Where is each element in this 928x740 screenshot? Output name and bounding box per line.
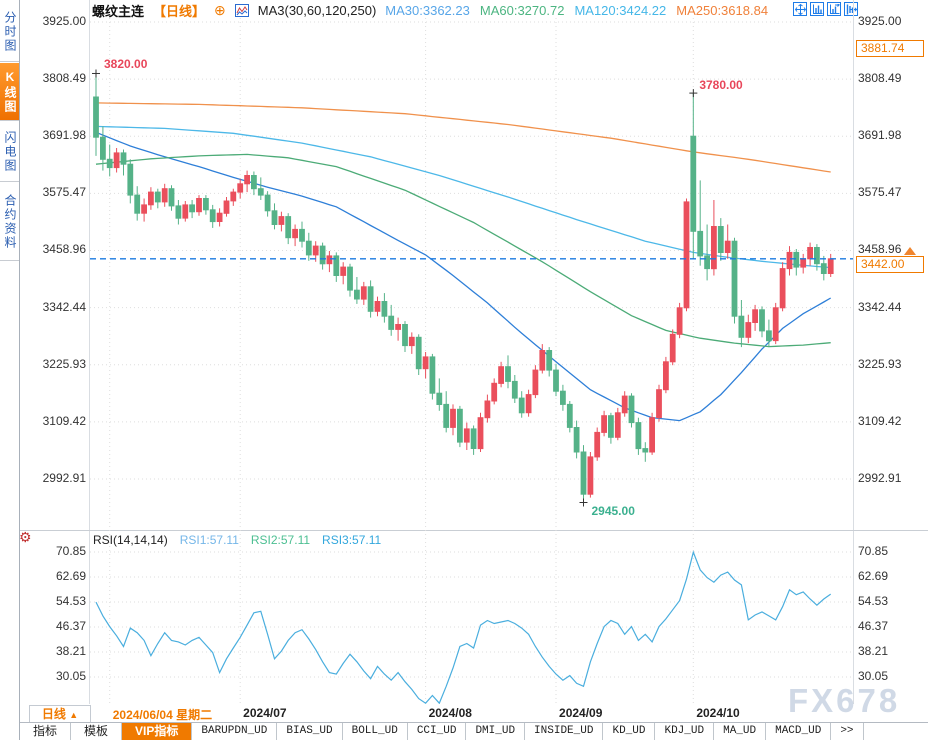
tab->>[interactable]: >> xyxy=(831,723,864,740)
dropdown-arrow-icon: ▲ xyxy=(69,710,79,720)
crosshair-move-icon[interactable] xyxy=(793,2,807,16)
x-axis-row: 日线 ▲ 2024/06/04 星期二 2024/07 2024/08 2024/09… xyxy=(20,704,928,723)
price-tick-right: 3925.00 xyxy=(858,14,902,28)
rsi-value-label: RSI2:57.11 xyxy=(250,533,311,547)
rsi-tick-right: 54.53 xyxy=(858,594,889,608)
rsi-header: RSI(14,14,14) RSI1:57.11 RSI2:57.11 RSI3:5… xyxy=(93,533,381,547)
price-tick-left: 3808.49 xyxy=(42,71,86,86)
price-tick-right: 3575.47 xyxy=(858,185,902,200)
timeframe-dropdown[interactable]: 日线 ▲ xyxy=(29,705,91,723)
period-label: 【日线】 xyxy=(153,3,206,19)
price-tick-left: 3225.93 xyxy=(42,356,86,371)
ma-value-label: MA60:3270.72 xyxy=(479,2,565,18)
price-tick-right: 3808.49 xyxy=(858,71,902,86)
price-tick-left: 3458.96 xyxy=(42,242,86,257)
rsi-values: RSI1:57.11 RSI2:57.11 RSI3:57.11 xyxy=(180,533,381,547)
price-tick-right: 3458.96 xyxy=(858,242,902,257)
plot-right-border xyxy=(853,0,854,705)
tab-cciud[interactable]: CCI_UD xyxy=(408,723,467,740)
panel-separator xyxy=(20,530,928,531)
tab-vip指标[interactable]: VIP指标 xyxy=(122,723,193,740)
price-tick-right: 3109.42 xyxy=(858,413,902,428)
date-axis-label: 2024/07 xyxy=(243,706,287,720)
indicator-tabbar: 指标 模板 VIP指标 BARUPDN_UD BIAS_UD BOLL_UD CCI_UD D… xyxy=(20,722,928,740)
rsi-tick-left: 46.37 xyxy=(55,619,86,633)
ma-settings-label: MA3(30,60,120,250) xyxy=(257,2,377,18)
date-axis-label: 2024/10 xyxy=(696,706,740,720)
price-up-triangle-icon xyxy=(904,247,916,255)
symbol-name: 螺纹主连 xyxy=(92,3,145,19)
price-tick-left: 3691.98 xyxy=(42,128,86,143)
ma-value-label: MA250:3618.84 xyxy=(676,2,769,18)
timeframe-label: 日线 xyxy=(41,707,66,721)
price-tick-right: 3342.44 xyxy=(858,299,902,314)
ma-value-label: MA30:3362.23 xyxy=(385,2,470,18)
date-axis-label: 2024/08 xyxy=(428,706,472,720)
rsi-tick-left: 62.69 xyxy=(55,569,86,583)
price-tick-right: 3225.93 xyxy=(858,356,902,371)
rsi-tick-left: 54.53 xyxy=(55,594,86,608)
chart-toolbar xyxy=(793,2,858,16)
exit-bars-icon[interactable] xyxy=(844,2,858,16)
tab-kdud[interactable]: KD_UD xyxy=(603,723,656,740)
tab-kdjud[interactable]: KDJ_UD xyxy=(655,723,715,740)
date-axis-label: 2024/06/04 星期二 xyxy=(112,708,213,722)
limit-up-price-badge: 3881.74 xyxy=(856,40,924,57)
tab-macdud[interactable]: MACD_UD xyxy=(766,723,832,740)
tab-maud[interactable]: MA_UD xyxy=(714,723,767,740)
tab-dmiud[interactable]: DMI_UD xyxy=(466,723,526,740)
rsi-tick-right: 70.85 xyxy=(858,544,889,558)
axis-bars-icon[interactable] xyxy=(810,2,824,16)
mini-chart-icon xyxy=(234,3,249,17)
low-price-label: 2945.00 xyxy=(591,504,635,519)
rsi-tick-right: 30.05 xyxy=(858,669,889,683)
price-tick-left: 3342.44 xyxy=(42,299,86,314)
date-axis-label: 2024/09 xyxy=(559,706,603,720)
rsi-tick-right: 38.21 xyxy=(858,644,889,658)
last-price-badge: 3442.00 xyxy=(856,256,924,273)
plot-left-border xyxy=(89,0,90,705)
sidebar-item-lightning[interactable]: 闪电图 xyxy=(0,122,19,182)
rsi-tick-right: 62.69 xyxy=(858,569,889,583)
rsi-tick-left: 70.85 xyxy=(55,544,86,558)
sidebar-item-kline[interactable]: K线图 xyxy=(0,63,19,121)
sidebar-item-contract-info[interactable]: 合约资料 xyxy=(0,183,19,261)
rsi-value-label: RSI3:57.11 xyxy=(322,533,382,547)
tab-指标[interactable]: 指标 xyxy=(20,723,72,740)
price-tick-left: 3925.00 xyxy=(42,14,86,28)
tab-insideud[interactable]: INSIDE_UD xyxy=(525,723,604,740)
rsi-chart[interactable] xyxy=(90,530,853,705)
sidebar-item-timeshare[interactable]: 分时图 xyxy=(0,2,19,62)
sidebar: 分时图 K线图 闪电图 合约资料 xyxy=(0,0,20,740)
ma-value-label: MA120:3424.22 xyxy=(574,2,667,18)
add-indicator-icon[interactable]: ⊕ xyxy=(214,1,226,18)
rsi-tick-right: 46.37 xyxy=(858,619,889,633)
price-tick-left: 2992.91 xyxy=(42,471,86,485)
rsi-tick-left: 30.05 xyxy=(55,669,86,683)
tab-barupdnud[interactable]: BARUPDN_UD xyxy=(192,723,278,740)
high-price-label: 3820.00 xyxy=(104,57,148,72)
indicator-settings-gear-icon[interactable]: ⚙ xyxy=(19,529,32,545)
rsi-tick-left: 38.21 xyxy=(55,644,86,658)
price-tick-left: 3575.47 xyxy=(42,185,86,200)
candlestick-chart[interactable] xyxy=(90,0,853,530)
chart-header: 螺纹主连 【日线】 ⊕ MA3(30,60,120,250) MA30:3362… xyxy=(92,1,778,19)
price-tick-left: 3109.42 xyxy=(42,413,86,428)
price-tick-right: 3691.98 xyxy=(858,128,902,143)
tab-模板[interactable]: 模板 xyxy=(71,723,123,740)
rsi-value-label: RSI1:57.11 xyxy=(179,533,239,547)
rsi-title: RSI(14,14,14) xyxy=(93,533,168,547)
tab-biasud[interactable]: BIAS_UD xyxy=(277,723,343,740)
price-tick-right: 2992.91 xyxy=(858,471,902,485)
spike-price-label: 3780.00 xyxy=(699,78,743,93)
ma-values: MA30:3362.23 MA60:3270.72 MA120:3424.22 MA2… xyxy=(385,3,778,18)
axis-bars-arrow-icon[interactable] xyxy=(827,2,841,16)
tab-bollud[interactable]: BOLL_UD xyxy=(343,723,408,740)
